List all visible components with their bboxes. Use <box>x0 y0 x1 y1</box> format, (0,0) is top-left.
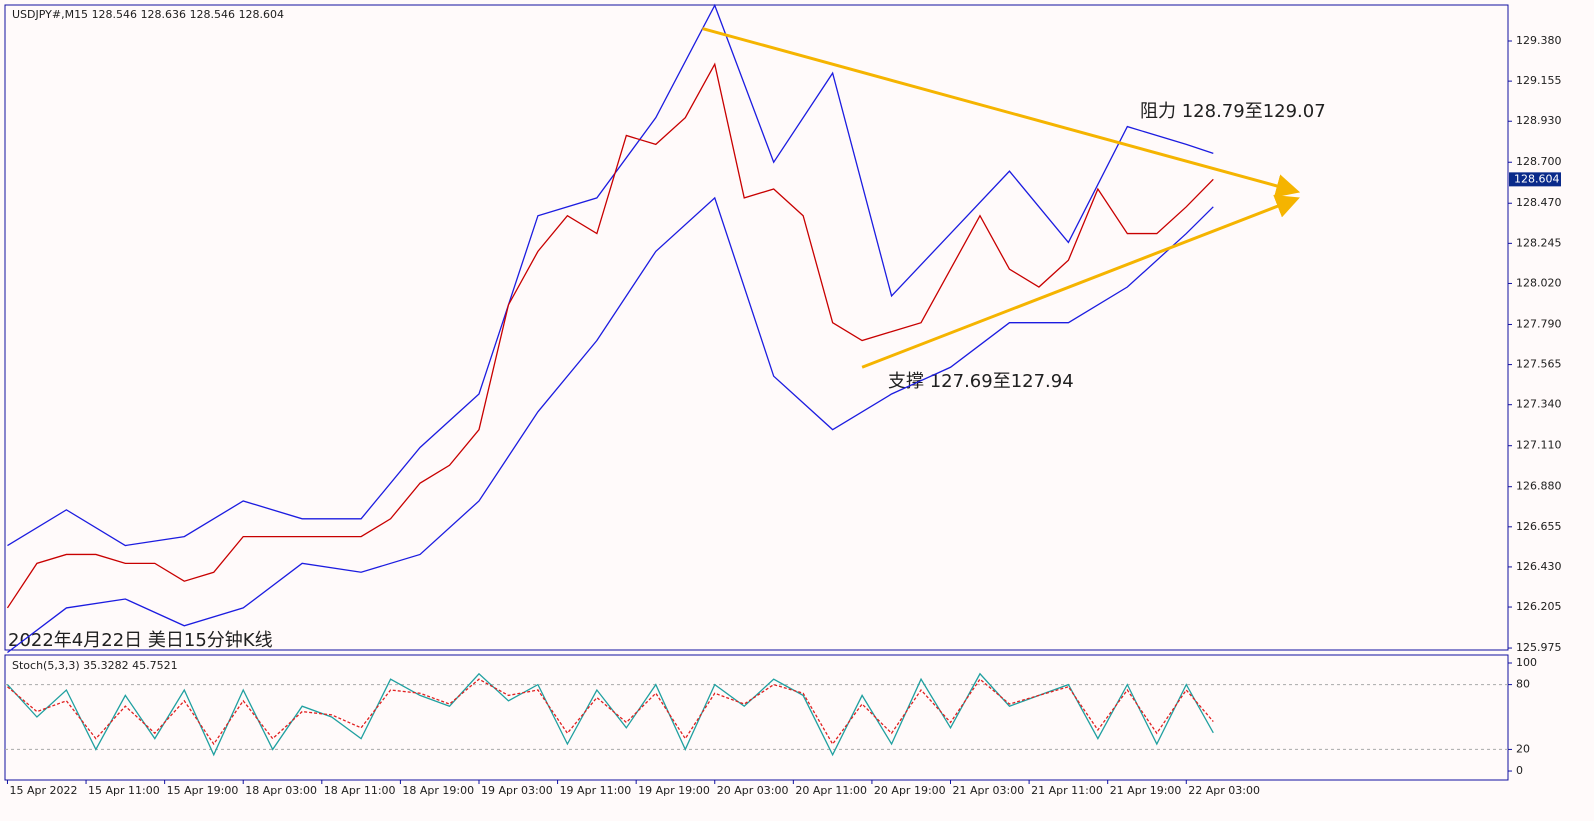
x-tick-label: 22 Apr 03:00 <box>1188 784 1260 797</box>
x-tick-label: 21 Apr 03:00 <box>953 784 1025 797</box>
x-tick-label: 20 Apr 19:00 <box>874 784 946 797</box>
price-marker-label: 128.604 <box>1514 172 1560 185</box>
y-tick-label: 126.430 <box>1516 560 1562 573</box>
y-tick-label: 128.020 <box>1516 276 1562 289</box>
bollinger-band <box>7 3 1214 547</box>
y-tick-label: 126.655 <box>1516 520 1562 533</box>
y-tick-label: 20 <box>1516 742 1530 755</box>
y-tick-label: 127.790 <box>1516 317 1562 330</box>
y-tick-label: 129.380 <box>1516 34 1562 47</box>
y-tick-label: 125.975 <box>1516 641 1562 654</box>
trendline <box>861 194 1300 369</box>
trendline <box>702 27 1301 198</box>
y-tick-label: 126.205 <box>1516 600 1562 613</box>
x-tick-label: 21 Apr 11:00 <box>1031 784 1103 797</box>
price-line <box>6 672 1214 757</box>
symbol-header: USDJPY#,M15 128.546 128.636 128.546 128.… <box>12 8 284 21</box>
y-tick-label: 128.930 <box>1516 114 1562 127</box>
price-marker <box>1509 172 1561 187</box>
price-line <box>7 678 1214 746</box>
x-tick-label: 15 Apr 19:00 <box>167 784 239 797</box>
y-tick-label: 127.565 <box>1516 358 1562 371</box>
annotation: 阻力 128.79至129.07 <box>1140 101 1326 122</box>
bollinger-band <box>7 196 1214 654</box>
x-tick-label: 20 Apr 11:00 <box>795 784 867 797</box>
x-tick-label: 15 Apr 11:00 <box>88 784 160 797</box>
x-tick-label: 20 Apr 03:00 <box>717 784 789 797</box>
x-tick-label: 21 Apr 19:00 <box>1110 784 1182 797</box>
y-tick-label: 0 <box>1516 764 1523 777</box>
y-tick-label: 80 <box>1516 678 1530 691</box>
stoch-header: Stoch(5,3,3) 35.3282 45.7521 <box>12 659 178 672</box>
y-tick-label: 128.470 <box>1516 196 1562 209</box>
x-tick-label: 19 Apr 03:00 <box>481 784 553 797</box>
x-tick-label: 19 Apr 19:00 <box>638 784 710 797</box>
stoch-frame <box>4 654 1509 781</box>
x-tick-label: 18 Apr 03:00 <box>245 784 317 797</box>
main-frame <box>4 4 1509 651</box>
x-tick-label: 15 Apr 2022 <box>9 784 77 797</box>
x-tick-label: 19 Apr 11:00 <box>560 784 632 797</box>
y-tick-label: 126.880 <box>1516 480 1562 493</box>
y-tick-label: 129.155 <box>1516 74 1562 87</box>
x-tick-label: 18 Apr 11:00 <box>324 784 396 797</box>
y-tick-label: 128.245 <box>1516 236 1562 249</box>
annotation: 支撑 127.69至127.94 <box>888 371 1074 392</box>
price-line <box>6 62 1214 609</box>
annotation: 2022年4月22日 美日15分钟K线 <box>8 630 273 651</box>
y-tick-label: 127.110 <box>1516 439 1562 452</box>
x-tick-label: 18 Apr 19:00 <box>402 784 474 797</box>
y-tick-label: 100 <box>1516 656 1537 669</box>
y-tick-label: 127.340 <box>1516 398 1562 411</box>
y-tick-label: 128.700 <box>1516 155 1562 168</box>
